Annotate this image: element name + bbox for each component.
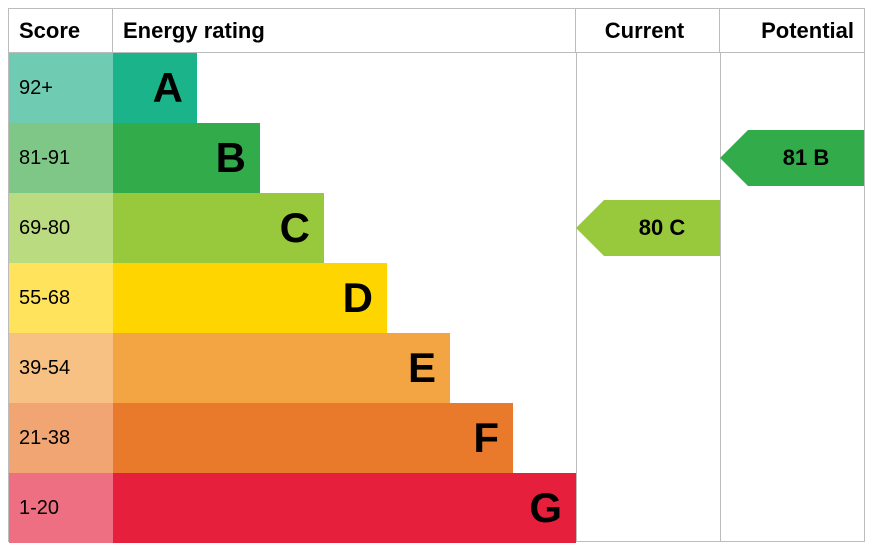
header-potential: Potential — [720, 9, 864, 52]
band-row-a: 92+A — [9, 53, 864, 123]
chart-body: 92+A81-91B 81 B 69-80C 80 C 55-68D39-54E21-3… — [9, 53, 864, 541]
rating-bar: A — [113, 53, 197, 123]
score-cell: 81-91 — [9, 123, 113, 193]
marker-arrow-icon — [576, 200, 604, 256]
rating-bar: E — [113, 333, 450, 403]
marker-label: 80 C — [604, 200, 720, 256]
rating-bar: B — [113, 123, 260, 193]
score-cell: 92+ — [9, 53, 113, 123]
rating-bar: F — [113, 403, 513, 473]
current-marker: 80 C — [576, 200, 720, 256]
score-cell: 21-38 — [9, 403, 113, 473]
header-rating: Energy rating — [113, 9, 576, 52]
score-cell: 39-54 — [9, 333, 113, 403]
band-row-d: 55-68D — [9, 263, 864, 333]
band-row-b: 81-91B 81 B — [9, 123, 864, 193]
band-row-f: 21-38F — [9, 403, 864, 473]
header-current: Current — [576, 9, 720, 52]
energy-rating-chart: Score Energy rating Current Potential 92… — [8, 8, 865, 542]
rating-bar: G — [113, 473, 576, 543]
header-score: Score — [9, 9, 113, 52]
marker-arrow-icon — [720, 130, 748, 186]
score-cell: 69-80 — [9, 193, 113, 263]
potential-marker: 81 B — [720, 130, 864, 186]
rating-bar: D — [113, 263, 387, 333]
rating-bar: C — [113, 193, 324, 263]
band-row-c: 69-80C 80 C — [9, 193, 864, 263]
marker-label: 81 B — [748, 130, 864, 186]
score-cell: 55-68 — [9, 263, 113, 333]
header-row: Score Energy rating Current Potential — [9, 9, 864, 53]
score-cell: 1-20 — [9, 473, 113, 543]
band-row-g: 1-20G — [9, 473, 864, 543]
band-row-e: 39-54E — [9, 333, 864, 403]
